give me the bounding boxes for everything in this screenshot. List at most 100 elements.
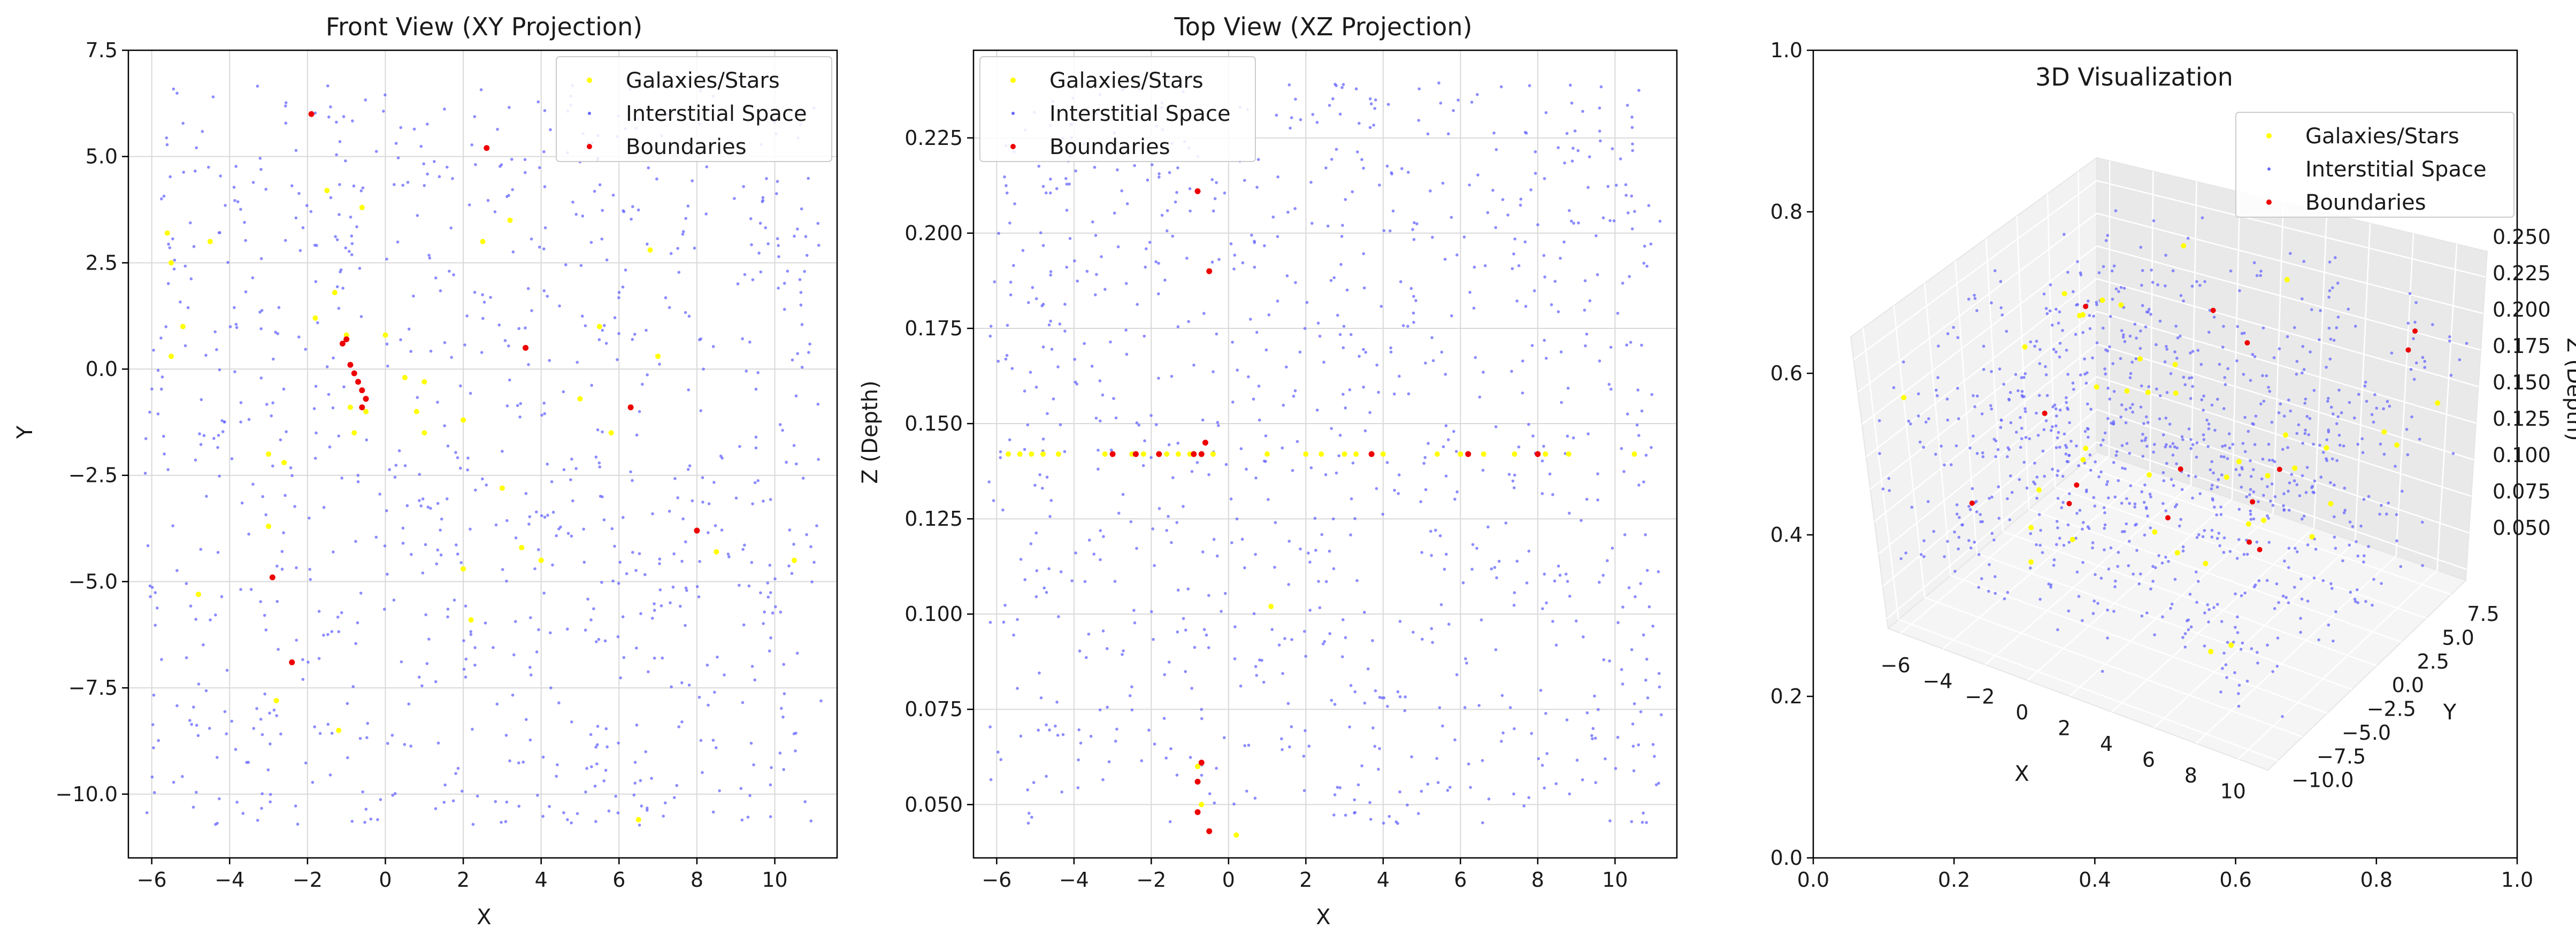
interstitial-point-3d — [2167, 559, 2170, 563]
interstitial-point-3d — [1878, 452, 1881, 455]
interstitial-point-3d — [2301, 345, 2305, 348]
interstitial-point-3d — [2449, 373, 2453, 377]
interstitial-point-3d — [1945, 397, 1949, 401]
interstitial-point — [701, 476, 704, 479]
interstitial-point — [393, 475, 397, 479]
interstitial-point — [216, 550, 220, 554]
interstitial-point — [1323, 640, 1327, 643]
interstitial-point — [1424, 361, 1427, 365]
interstitial-point — [1373, 745, 1377, 748]
interstitial-point — [1114, 416, 1118, 420]
interstitial-point-3d — [2139, 405, 2143, 409]
interstitial-point — [1582, 635, 1585, 639]
interstitial-point-3d — [1957, 417, 1960, 420]
interstitial-point — [1420, 551, 1423, 554]
interstitial-point-3d — [2122, 287, 2126, 290]
interstitial-point-3d — [2325, 365, 2328, 369]
top-view-title: Top View (XZ Projection) — [1174, 12, 1472, 41]
interstitial-point-3d — [2325, 438, 2329, 442]
interstitial-point-3d — [2259, 270, 2263, 273]
interstitial-point — [290, 474, 294, 478]
interstitial-point — [314, 385, 318, 388]
interstitial-point-3d — [2287, 601, 2290, 604]
interstitial-point-3d — [2142, 501, 2146, 504]
interstitial-point — [693, 247, 696, 250]
x-tick-label-3d: −2 — [1965, 685, 1995, 709]
x-tick-label: −2 — [1136, 868, 1166, 892]
interstitial-point — [1468, 183, 1471, 187]
interstitial-point — [1421, 638, 1424, 641]
interstitial-point — [1366, 667, 1370, 671]
interstitial-point — [571, 499, 574, 503]
grid-line-3d — [2027, 498, 2233, 681]
interstitial-point — [1243, 566, 1246, 570]
galaxy-point — [1233, 832, 1239, 838]
interstitial-point — [1373, 106, 1377, 110]
interstitial-point — [332, 550, 335, 554]
interstitial-point — [316, 321, 319, 325]
interstitial-point — [742, 623, 746, 627]
interstitial-point-3d — [2394, 465, 2397, 468]
interstitial-point-3d — [2242, 331, 2246, 335]
interstitial-point-3d — [2281, 715, 2284, 718]
interstitial-point — [766, 595, 770, 599]
interstitial-point — [1350, 497, 1353, 501]
interstitial-point-3d — [2312, 389, 2316, 392]
interstitial-point — [209, 618, 212, 621]
interstitial-point — [1455, 490, 1459, 494]
interstitial-point — [783, 692, 786, 695]
interstitial-point — [1368, 97, 1372, 101]
y-tick-label: 0.175 — [904, 317, 963, 340]
interstitial-point — [1168, 661, 1171, 664]
interstitial-point — [601, 430, 604, 434]
interstitial-point — [422, 162, 425, 166]
interstitial-point — [421, 571, 425, 575]
interstitial-point — [638, 823, 641, 827]
interstitial-point — [1190, 687, 1193, 690]
interstitial-point — [1443, 567, 1446, 571]
interstitial-point — [1464, 657, 1467, 661]
interstitial-point — [1455, 673, 1459, 677]
interstitial-point — [1291, 469, 1294, 472]
interstitial-point-3d — [2224, 383, 2227, 386]
interstitial-point — [1354, 87, 1358, 91]
interstitial-point — [315, 431, 318, 435]
interstitial-point — [672, 796, 676, 800]
boundary-point — [1194, 779, 1201, 785]
interstitial-point — [688, 464, 692, 467]
interstitial-point-3d — [2227, 432, 2231, 435]
interstitial-point — [1388, 229, 1392, 233]
interstitial-point-3d — [2240, 486, 2243, 489]
interstitial-point — [458, 466, 462, 470]
interstitial-point — [1351, 190, 1354, 194]
interstitial-point — [446, 608, 450, 611]
interstitial-point — [1344, 406, 1347, 410]
interstitial-point-3d — [2276, 636, 2280, 640]
interstitial-point-3d — [2279, 402, 2282, 406]
interstitial-point — [569, 478, 572, 481]
interstitial-point-3d — [2051, 324, 2054, 327]
interstitial-point-3d — [2130, 360, 2134, 364]
interstitial-point-3d — [2051, 467, 2054, 471]
interstitial-point — [331, 406, 335, 410]
interstitial-point — [1322, 360, 1325, 364]
interstitial-point — [782, 768, 785, 771]
interstitial-point-3d — [2247, 429, 2250, 433]
interstitial-point — [1084, 656, 1088, 659]
interstitial-point — [1521, 391, 1524, 395]
interstitial-point — [1465, 661, 1468, 665]
interstitial-point — [264, 513, 267, 517]
interstitial-point — [589, 241, 593, 244]
interstitial-point — [1362, 286, 1366, 290]
interstitial-point — [275, 564, 279, 568]
interstitial-point-3d — [2418, 438, 2421, 441]
boundary-point-3d — [1969, 500, 1975, 506]
interstitial-point-3d — [2306, 543, 2310, 547]
interstitial-point — [1560, 401, 1563, 404]
interstitial-point — [426, 505, 430, 509]
interstitial-point-3d — [2135, 523, 2138, 526]
interstitial-point — [168, 175, 172, 179]
interstitial-point — [1390, 171, 1393, 174]
interstitial-point — [669, 601, 672, 604]
galaxy-point — [647, 247, 653, 253]
